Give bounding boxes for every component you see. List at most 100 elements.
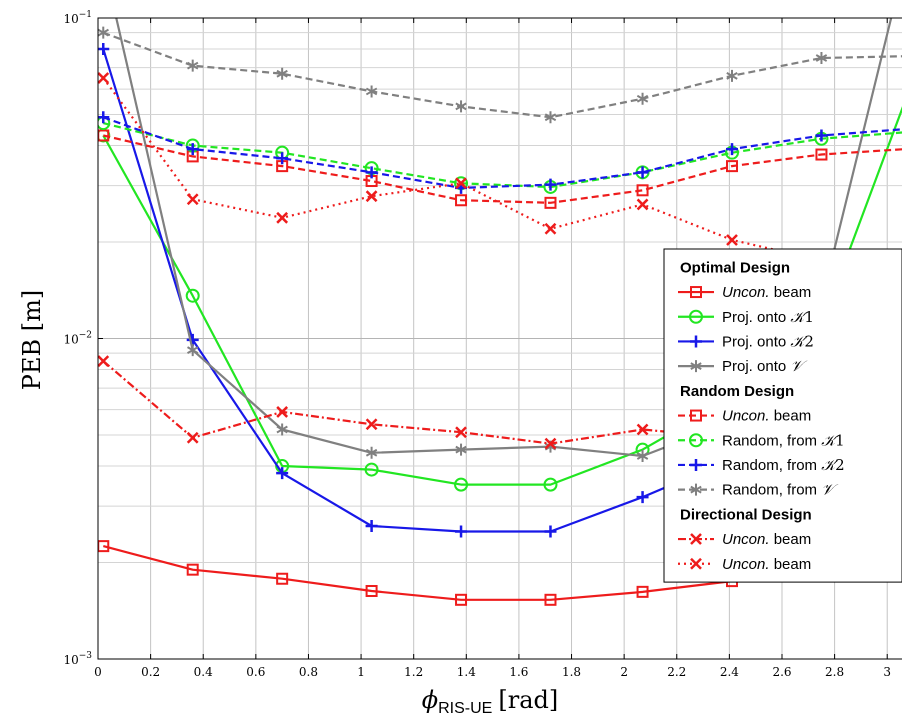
- x-axis-label: ϕRIS-UE [rad]: [422, 686, 558, 717]
- x-axis-label-phi: ϕ: [422, 686, 438, 714]
- legend-marker: [689, 309, 703, 324]
- x-tick-label: 1.8: [562, 665, 581, 679]
- data-point: [364, 462, 379, 477]
- data-point: [636, 491, 649, 504]
- data-point: [365, 520, 378, 533]
- x-tick-label: 0.8: [299, 665, 318, 679]
- data-point: [636, 184, 649, 197]
- legend-marker: [690, 335, 702, 348]
- data-point: [544, 525, 557, 538]
- legend-group-title: Optimal Design: [680, 259, 790, 276]
- legend-label: Proj. onto 𝒱: [722, 357, 807, 375]
- series-line: [103, 134, 902, 204]
- legend-label: Uncon. beam: [722, 408, 811, 425]
- legend-marker: [690, 409, 702, 422]
- y-tick-label: 10−1: [63, 10, 92, 26]
- series-line: [102, 31, 902, 119]
- data-point: [544, 593, 557, 606]
- data-point: [455, 443, 467, 456]
- data-point: [365, 166, 378, 179]
- data-point: [636, 92, 649, 105]
- data-point: [726, 234, 738, 246]
- legend-label: Random, from 𝒦2: [722, 456, 845, 474]
- x-tick-label: 1: [357, 665, 365, 679]
- data-point: [276, 467, 289, 480]
- legend-marker: [689, 433, 703, 448]
- y-tick-label: 10−3: [63, 651, 92, 667]
- data-point: [455, 100, 467, 113]
- ticks: 0 0.2 0.4 0.6 0.8 1 1.2 1.4 1.6 1.8 2 2.2 2.4 2.6 2.8 3…: [63, 10, 891, 679]
- legend-group-title: Directional Design: [680, 506, 812, 523]
- data-point: [726, 160, 739, 173]
- data-point: [276, 211, 289, 224]
- legend-item: Proj. onto 𝒦1: [678, 308, 814, 326]
- x-tick-label: 2.2: [667, 665, 686, 679]
- data-point: [98, 26, 109, 39]
- data-point: [186, 563, 199, 576]
- data-point: [98, 72, 110, 84]
- data-point: [365, 584, 378, 597]
- data-point: [726, 143, 739, 156]
- data-point: [187, 59, 199, 72]
- series-line: [103, 122, 902, 189]
- x-tick-label: 1.6: [509, 665, 528, 679]
- data-point: [544, 196, 557, 209]
- data-point: [544, 222, 557, 235]
- data-point: [544, 437, 557, 450]
- x-tick-label: 3: [883, 665, 891, 679]
- legend-label: Random, from 𝒦1: [722, 431, 845, 449]
- series-7: [98, 26, 902, 124]
- legend-item: Uncon. beam: [678, 284, 811, 301]
- data-point: [276, 423, 288, 436]
- series-line: [102, 116, 902, 189]
- x-tick-label: 0.4: [194, 665, 213, 679]
- legend-marker: [690, 483, 702, 496]
- data-point: [815, 148, 828, 161]
- data-point: [276, 67, 288, 80]
- data-point: [186, 143, 199, 156]
- data-point: [454, 477, 469, 492]
- data-point: [636, 166, 649, 179]
- data-point: [455, 593, 468, 606]
- data-point: [544, 178, 557, 191]
- data-point: [186, 193, 199, 206]
- x-tick-label: 1.4: [457, 665, 476, 679]
- y-tick-label: 10−2: [63, 331, 92, 347]
- legend-label: Uncon. beam: [722, 284, 811, 301]
- y-axis-label: PEB [m]: [18, 290, 46, 390]
- x-tick-label: 2.6: [772, 665, 791, 679]
- data-point: [636, 198, 649, 211]
- data-point: [815, 129, 828, 142]
- series-4: [98, 129, 902, 209]
- data-point: [365, 190, 378, 203]
- data-point: [455, 525, 468, 538]
- data-point: [98, 355, 110, 368]
- data-point: [636, 585, 649, 598]
- legend-item: Proj. onto 𝒦2: [678, 332, 814, 350]
- x-axis-label-subscript: RIS-UE: [438, 700, 492, 717]
- data-point: [815, 52, 828, 65]
- x-tick-label: 0.6: [246, 665, 265, 679]
- data-point: [187, 344, 199, 357]
- data-point: [186, 431, 199, 444]
- data-point: [636, 449, 649, 462]
- legend-item: Random, from 𝒦2: [678, 456, 845, 474]
- data-point: [185, 288, 200, 303]
- data-point: [276, 406, 289, 418]
- x-tick-label: 2: [620, 665, 628, 679]
- legend-group-title: Random Design: [680, 383, 794, 400]
- legend-item: Random, from 𝒦1: [678, 431, 845, 449]
- data-point: [543, 477, 558, 492]
- data-point: [544, 111, 557, 124]
- data-point: [455, 194, 468, 207]
- x-tick-label: 2.4: [720, 665, 739, 679]
- data-point: [98, 111, 110, 124]
- legend: Optimal Design Uncon. beam Proj. onto 𝒦1 Pr…: [663, 248, 902, 583]
- data-point: [455, 177, 467, 190]
- data-point: [186, 333, 199, 346]
- legend-marker: [690, 286, 702, 299]
- legend-item: Uncon. beam: [678, 531, 811, 548]
- legend-marker: [690, 557, 702, 570]
- data-point: [98, 43, 110, 56]
